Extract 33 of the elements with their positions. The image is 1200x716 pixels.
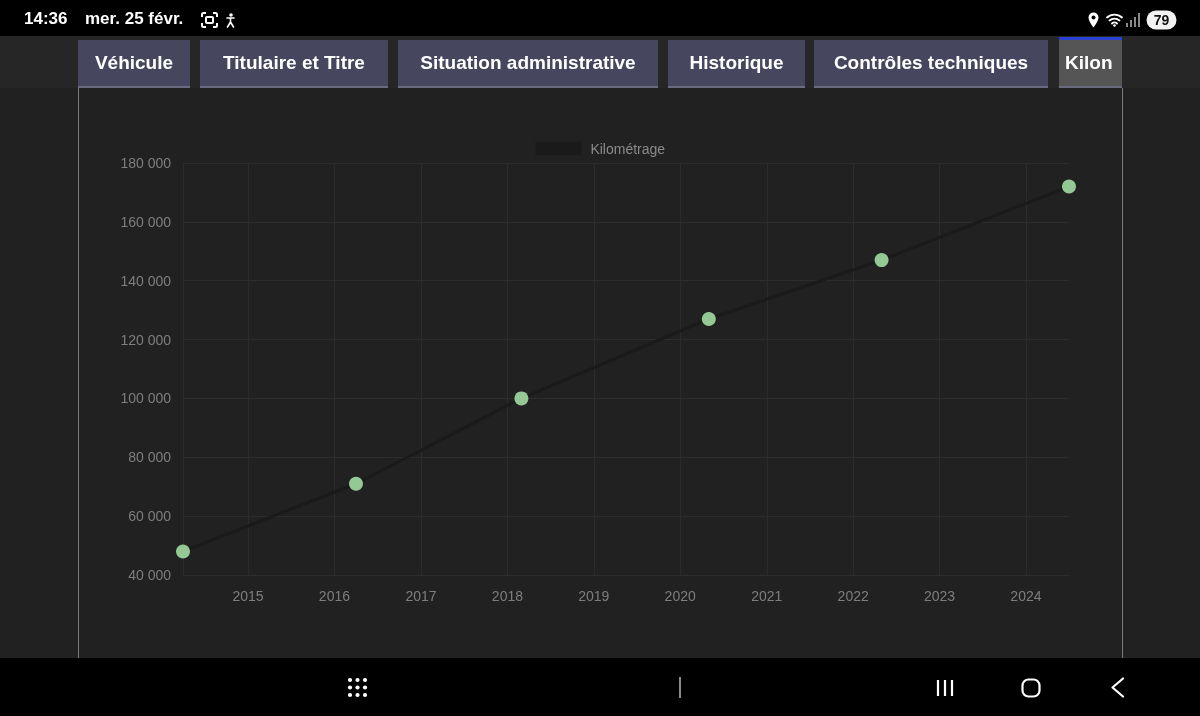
x-tick-label: 2023 bbox=[923, 588, 956, 604]
text: Contrôles techniques bbox=[814, 40, 1048, 88]
text: Situation administrative bbox=[398, 40, 658, 88]
x-tick-label: 2022 bbox=[837, 588, 869, 604]
y-tick-label: 100 000 bbox=[120, 390, 172, 407]
y-tick-label: 40 000 bbox=[128, 567, 172, 583]
x-tick-label: 2016 bbox=[318, 588, 351, 604]
point bbox=[349, 476, 363, 491]
x-tick-label: 2017 bbox=[405, 588, 437, 604]
y-tick-label: 60 000 bbox=[128, 508, 172, 525]
y-tick-label: 140 000 bbox=[120, 272, 172, 289]
legend-label: Kilométrage bbox=[590, 140, 666, 157]
point bbox=[176, 544, 190, 559]
x-tick-label: 2018 bbox=[491, 588, 524, 604]
x-tick-label: 2015 bbox=[232, 588, 264, 604]
y-tick-label: 120 000 bbox=[120, 331, 172, 348]
text: Titulaire et Titre bbox=[200, 40, 388, 88]
x-tick-label: 2019 bbox=[578, 588, 610, 604]
text: Véhicule bbox=[78, 40, 190, 88]
y-tick-label: 160 000 bbox=[120, 213, 172, 230]
point bbox=[701, 311, 716, 326]
x-tick-label: 2020 bbox=[664, 588, 696, 604]
text: Kilon bbox=[1064, 52, 1113, 73]
text: Historique bbox=[668, 40, 805, 88]
text: 14:36 bbox=[24, 9, 68, 29]
point bbox=[514, 391, 529, 406]
point bbox=[874, 253, 889, 268]
x-tick-label: 2021 bbox=[751, 588, 783, 604]
y-tick-label: 180 000 bbox=[120, 155, 172, 171]
y-tick-label: 80 000 bbox=[128, 449, 172, 466]
x-tick-label: 2024 bbox=[1010, 588, 1042, 604]
point bbox=[1062, 179, 1076, 194]
text: mer. 25 févr. bbox=[85, 9, 184, 29]
